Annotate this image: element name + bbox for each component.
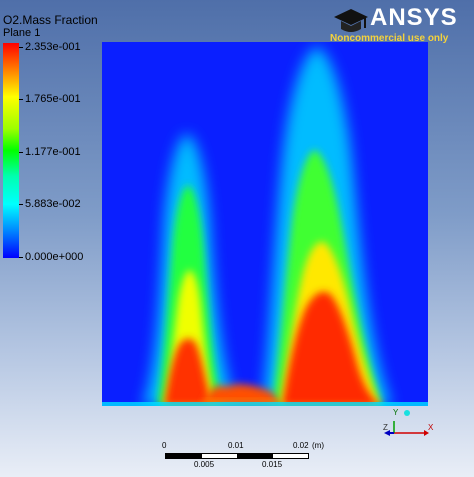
tick-label-2: 1.765e-001: [25, 93, 81, 105]
plume-core: [282, 291, 382, 406]
legend-subtitle: Plane 1: [3, 27, 41, 39]
scale-label: 0.02: [293, 441, 309, 450]
tick-label-4: 5.883e-002: [25, 198, 81, 210]
graduation-cap-icon: [334, 9, 368, 32]
color-bar: [3, 43, 19, 258]
tick-label-min: 0.000e+000: [25, 251, 84, 263]
scale-label: 0.01: [228, 441, 244, 450]
tick-mark: [19, 152, 23, 153]
ansys-logo: ANSYS: [370, 4, 458, 31]
contour-plot: [102, 42, 428, 406]
plume-core: [164, 338, 212, 406]
axis-triad-icon: [384, 410, 429, 436]
axis-label-x: X: [428, 423, 434, 432]
scale-label: 0.015: [262, 460, 283, 469]
noncommercial-notice: Noncommercial use only: [330, 33, 449, 44]
tick-mark: [19, 47, 23, 48]
axis-label-y: Y: [393, 408, 399, 417]
tick-label-3: 1.177e-001: [25, 146, 81, 158]
legend-title: O2.Mass Fraction: [3, 13, 98, 27]
tick-mark: [19, 204, 23, 205]
axis-label-z: Z: [383, 423, 388, 432]
scale-unit: (m): [312, 441, 324, 450]
scale-label: 0: [162, 441, 167, 450]
scale-bar: [165, 453, 309, 459]
tick-mark: [19, 99, 23, 100]
scale-label: 0.005: [194, 460, 215, 469]
tick-mark: [19, 257, 23, 258]
tick-label-max: 2.353e-001: [25, 41, 81, 53]
